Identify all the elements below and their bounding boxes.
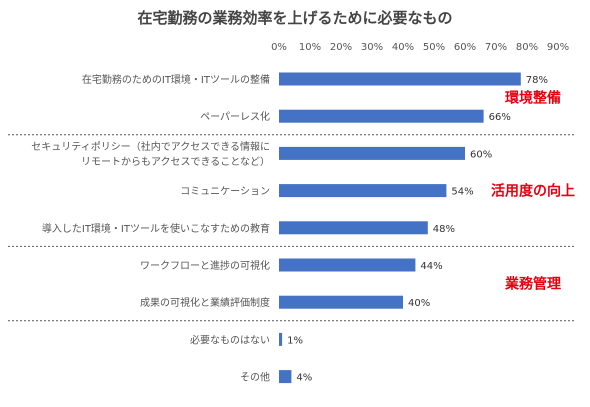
- data-labels: 78% 66% 60% 54% 48% 44% 40% 1% 4%: [287, 75, 548, 384]
- data-label: 60%: [470, 149, 492, 160]
- data-label: 78%: [526, 75, 548, 86]
- x-axis-ticks: 0% 10% 20% 30% 40% 50% 60% 70% 80% 90%: [271, 42, 569, 53]
- bar: [279, 370, 292, 384]
- category-label: ペーパーレス化: [200, 110, 270, 123]
- category-label: 導入したIT環境・ITツールを使いこなすための教育: [42, 222, 270, 235]
- bar: [279, 72, 521, 86]
- x-tick-label: 20%: [330, 42, 352, 53]
- category-label: 成果の可視化と業績評価制度: [140, 296, 270, 309]
- x-tick-label: 80%: [516, 42, 538, 53]
- group-label: 活用度の向上: [491, 183, 575, 200]
- x-tick-label: 40%: [392, 42, 414, 53]
- bar: [279, 295, 403, 309]
- x-tick-label: 0%: [271, 42, 287, 53]
- category-label: セキュリティポリシー（社内でアクセスできる情報に: [31, 140, 270, 153]
- bar: [279, 221, 428, 235]
- category-labels: 在宅勤務のためのIT環境・ITツールの整備ペーパーレス化セキュリティポリシー（社…: [31, 73, 270, 384]
- category-label: 在宅勤務のためのIT環境・ITツールの整備: [82, 73, 270, 86]
- data-label: 4%: [296, 373, 312, 384]
- data-label: 66%: [489, 112, 511, 123]
- group-separators: [8, 134, 576, 322]
- bar: [279, 146, 465, 160]
- category-label: リモートからもアクセスできることなど）: [81, 156, 270, 168]
- category-label: 必要なものはない: [190, 333, 270, 346]
- x-tick-label: 10%: [299, 42, 321, 53]
- bar: [279, 109, 484, 123]
- category-label: コミュニケーション: [180, 186, 270, 198]
- x-tick-label: 70%: [485, 42, 507, 53]
- category-label: ワークフローと進捗の可視化: [140, 259, 270, 272]
- data-label: 54%: [451, 187, 473, 198]
- data-label: 1%: [287, 335, 303, 346]
- x-tick-label: 60%: [454, 42, 476, 53]
- x-tick-label: 30%: [361, 42, 383, 53]
- group-label: 業務管理: [504, 276, 561, 293]
- group-label: 環境整備: [505, 90, 561, 107]
- data-label: 44%: [420, 261, 442, 272]
- x-tick-label: 50%: [423, 42, 445, 53]
- x-tick-label: 90%: [547, 42, 569, 53]
- category-label: その他: [240, 371, 270, 384]
- bars: [279, 72, 521, 384]
- bar: [279, 332, 283, 346]
- chart-title: 在宅勤務の業務効率を上げるために必要なもの: [137, 9, 452, 27]
- bar: [279, 184, 447, 198]
- data-label: 40%: [408, 298, 430, 309]
- data-label: 48%: [433, 224, 455, 235]
- bar: [279, 258, 416, 272]
